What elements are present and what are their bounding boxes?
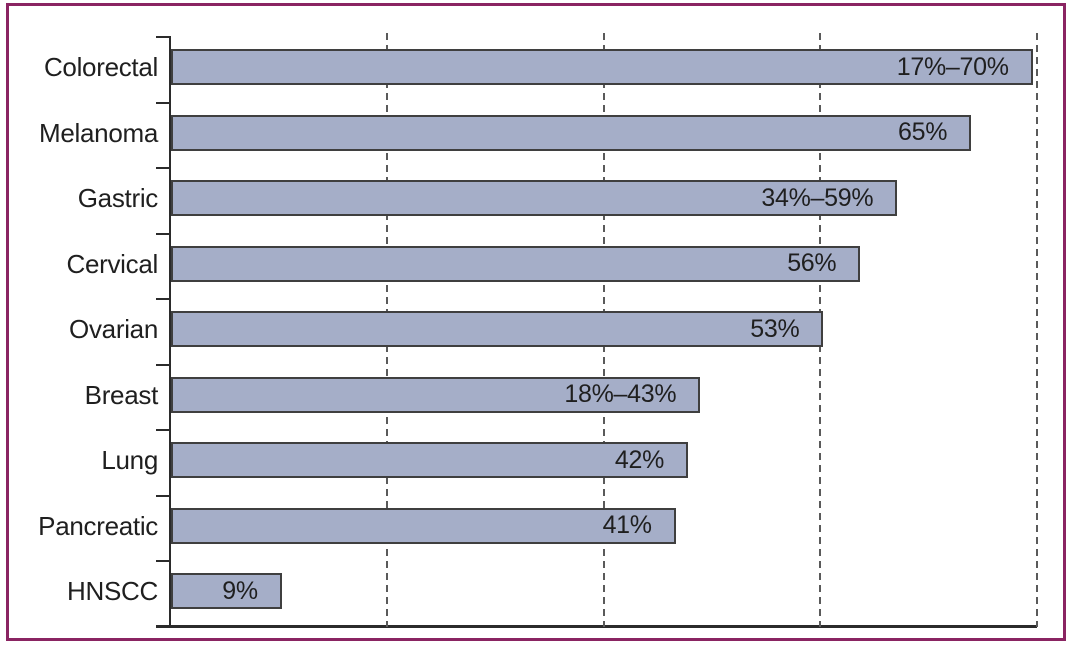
category-label-ovarian: Ovarian	[69, 314, 158, 345]
tick-mark	[156, 298, 171, 301]
value-label-hnscc: 9%	[222, 576, 258, 605]
value-label-cervical: 56%	[787, 249, 837, 278]
bar-ovarian: 53%	[171, 311, 824, 348]
category-label-cervical: Cervical	[66, 248, 158, 279]
tick-mark	[156, 232, 171, 235]
value-label-colorectal: 17%–70%	[896, 52, 1009, 81]
bar-cervical: 56%	[171, 245, 861, 282]
tick-mark	[156, 36, 171, 38]
category-label-hnscc: HNSCC	[67, 576, 158, 607]
tick-mark	[156, 363, 171, 366]
category-label-colorectal: Colorectal	[43, 52, 158, 82]
category-label-gastric: Gastric	[77, 183, 159, 214]
bar-pancreatic: 41%	[171, 507, 676, 544]
tick-mark	[156, 494, 171, 497]
value-label-breast: 18%–43%	[564, 380, 677, 409]
x-axis-line	[156, 625, 1037, 628]
chart-frame-border	[6, 3, 1066, 641]
tick-mark	[156, 101, 171, 104]
bar-melanoma: 65%	[171, 114, 972, 151]
category-label-lung: Lung	[101, 445, 158, 476]
value-label-lung: 42%	[614, 445, 664, 474]
gridline	[1035, 33, 1038, 627]
value-label-gastric: 34%–59%	[761, 183, 874, 212]
value-label-melanoma: 65%	[898, 118, 948, 147]
y-axis-line	[169, 37, 171, 627]
category-label-breast: Breast	[84, 379, 159, 410]
value-label-ovarian: 53%	[750, 314, 800, 343]
category-label-melanoma: Melanoma	[39, 117, 158, 148]
bar-breast: 18%–43%	[171, 376, 701, 413]
tick-mark	[156, 167, 171, 170]
tick-mark	[156, 560, 171, 563]
bar-gastric: 34%–59%	[171, 180, 898, 217]
value-label-pancreatic: 41%	[602, 511, 652, 540]
bar-colorectal: 17%–70%	[171, 49, 1033, 85]
bar-lung: 42%	[171, 442, 688, 479]
bar-hnscc: 9%	[171, 573, 282, 610]
category-label-pancreatic: Pancreatic	[38, 510, 158, 541]
tick-mark	[156, 429, 171, 432]
